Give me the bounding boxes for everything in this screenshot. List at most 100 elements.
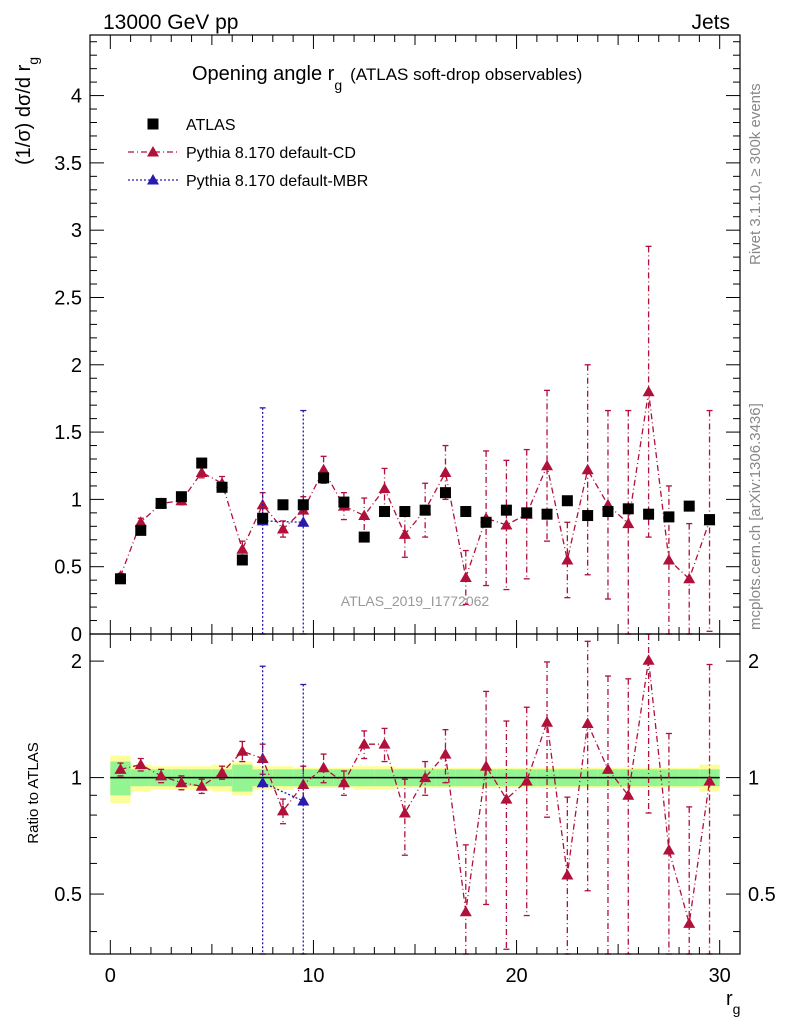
mbr-ratio-point (256, 776, 269, 788)
cd-main-point (683, 572, 696, 584)
atlas-point (379, 506, 391, 518)
atlas-point (663, 511, 675, 523)
atlas-point (216, 481, 228, 493)
main-y-tick-label: 4 (71, 86, 82, 108)
cd-main-point (439, 466, 452, 477)
ratio-y-tick-label-right: 0.5 (748, 884, 776, 906)
ratio-y-tick-label-right: 1 (748, 768, 759, 790)
data-series (114, 245, 716, 955)
main-y-tick-label: 2.5 (54, 287, 82, 309)
cd-ratio-point (459, 905, 472, 917)
cd-ratio-point (500, 793, 513, 804)
legend-marker-triangle (147, 174, 159, 185)
cd-main-point (662, 553, 675, 565)
cd-ratio-point (276, 804, 289, 816)
legend-entry: Pythia 8.170 default-MBR (128, 173, 368, 190)
x-tick-label: 10 (302, 965, 324, 987)
ratio-y-tick-label-left: 2 (71, 651, 82, 673)
atlas-point (135, 524, 147, 536)
legend-entry: ATLAS (147, 117, 236, 134)
cd-ratio-point (155, 769, 168, 781)
atlas-point (318, 472, 330, 484)
cd-ratio-point (561, 869, 574, 880)
cd-ratio-point (520, 774, 533, 786)
mbr-ratio-line (262, 782, 304, 802)
cd-main-point (236, 543, 249, 554)
legend-entry: Pythia 8.170 default-CD (128, 145, 356, 162)
cd-main-line (119, 391, 711, 580)
atlas-point (399, 506, 411, 518)
axis-ticks (90, 35, 740, 954)
mbr-main-point (297, 516, 310, 527)
x-axis-label-sub: g (733, 1001, 741, 1017)
atlas-point (561, 495, 573, 507)
cd-ratio-point (601, 763, 614, 774)
atlas-point (500, 504, 512, 516)
ratio-panel-frame (89, 633, 741, 955)
atlas-point (155, 497, 167, 509)
cd-ratio-point (662, 843, 675, 855)
cd-ratio-point (398, 806, 411, 818)
cd-main-point (561, 553, 574, 565)
cd-main-point (317, 463, 330, 475)
atlas-point (622, 503, 634, 515)
legend-marker-triangle (147, 146, 159, 157)
cd-ratio-point (134, 758, 147, 770)
plot-title-sub: g (334, 77, 342, 93)
cd-ratio-point (256, 752, 269, 764)
cd-main-point (581, 463, 594, 475)
x-tick-label: 0 (105, 965, 116, 987)
mcplots-source-label: mcplots.cern.ch [arXiv:1306.3436] (747, 403, 764, 630)
cd-ratio-point (419, 771, 432, 783)
main-y-tick-label: 0 (71, 624, 82, 646)
atlas-point (297, 499, 309, 511)
atlas-point (338, 496, 350, 508)
atlas-point (196, 457, 208, 469)
mbr-main-line (262, 520, 304, 523)
cd-ratio-line (120, 660, 711, 924)
cd-ratio-point (337, 776, 350, 788)
atlas-point (541, 508, 553, 520)
atlas-series (114, 457, 716, 585)
atlas-point (683, 500, 695, 512)
x-tick-label: 30 (709, 965, 731, 987)
x-axis-label: rg (726, 988, 740, 1017)
cd-ratio-point (541, 716, 554, 727)
cd-main-point (358, 509, 371, 521)
cd-main-point (622, 517, 635, 529)
atlas-point (175, 491, 187, 503)
cd-ratio-point (317, 761, 330, 773)
cd-ratio-point (236, 745, 249, 756)
cd-ratio-point (297, 778, 310, 789)
x-tick-label: 20 (505, 965, 527, 987)
atlas-point (114, 573, 126, 585)
atlas-point (704, 514, 716, 526)
atlas-point (521, 507, 533, 519)
cd-ratio-point (642, 654, 655, 665)
cd-ratio-point (195, 780, 208, 791)
legend-label: Pythia 8.170 default-MBR (186, 173, 368, 190)
cd-main-point (459, 571, 472, 582)
cd-ratio-point (378, 738, 391, 749)
ratio-y-tick-label-left: 1 (71, 768, 82, 790)
x-axis-label-main: r (726, 988, 733, 1010)
cd-main-point (134, 516, 147, 527)
cd-ratio-point (114, 763, 127, 774)
atlas-point (419, 504, 431, 516)
legend-label: ATLAS (186, 117, 236, 134)
ratio-y-tick-label-right: 2 (748, 651, 759, 673)
ratio-band-inner (110, 761, 131, 796)
cd-main-point (398, 528, 411, 539)
tick-labels: 0 0.5 1 1.5 2 2.5 3 3.5 4 0 10 20 30 0.5 0.5 1 1 2 2 (54, 86, 776, 987)
atlas-point (236, 554, 248, 566)
legend: ATLAS Pythia 8.170 default-CD Pythia 8.170… (128, 117, 368, 190)
cd-main-point (195, 466, 208, 477)
header-left: 13000 GeV pp (103, 11, 238, 34)
atlas-point (439, 487, 451, 499)
main-y-axis-label: (1/σ) dσ/d rg (13, 57, 41, 165)
cd-ratio-point (581, 717, 594, 728)
cd-ratio-point (439, 748, 452, 759)
main-y-axis-label-main: (1/σ) dσ/d r (13, 64, 35, 165)
ratio-y-tick-label-left: 0.5 (54, 884, 82, 906)
